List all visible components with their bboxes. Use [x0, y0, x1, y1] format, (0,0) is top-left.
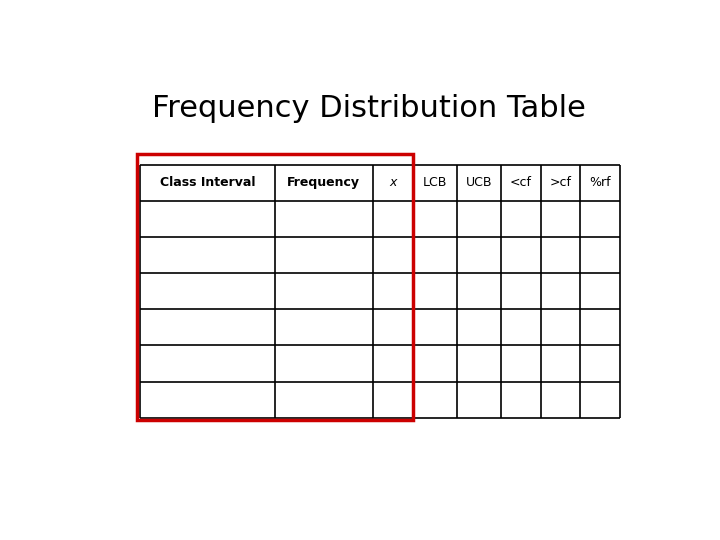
- Text: Class Interval: Class Interval: [160, 176, 256, 189]
- Bar: [138, 154, 413, 420]
- Text: UCB: UCB: [465, 176, 492, 189]
- Text: Frequency: Frequency: [287, 176, 360, 189]
- Text: x: x: [389, 176, 397, 189]
- Text: Frequency Distribution Table: Frequency Distribution Table: [152, 94, 586, 123]
- Text: %rf: %rf: [590, 176, 611, 189]
- Text: >cf: >cf: [549, 176, 572, 189]
- Text: LCB: LCB: [423, 176, 447, 189]
- Text: <cf: <cf: [510, 176, 531, 189]
